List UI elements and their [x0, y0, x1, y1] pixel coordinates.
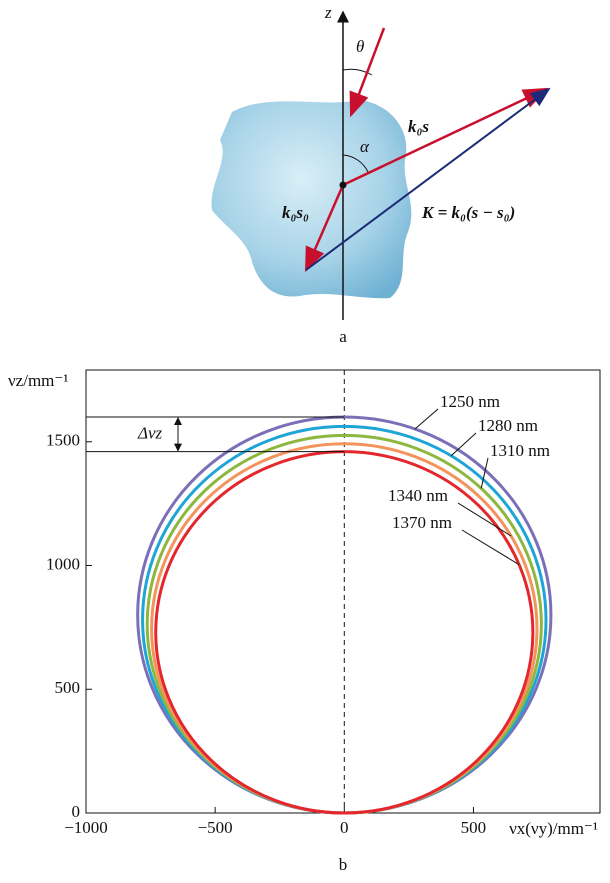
series-label: 1280 nm	[478, 416, 538, 435]
figure: z θ α k₀s k₀s₀ K = k₀(s − s₀) a νz/mm⁻¹ …	[0, 0, 610, 878]
callout-line	[415, 409, 438, 429]
origin	[340, 182, 347, 189]
callout-line	[458, 503, 511, 536]
k-label: K = k₀(s − s₀)	[421, 203, 515, 222]
y-tick-label: 1500	[46, 431, 80, 450]
alpha-label: α	[360, 137, 370, 156]
delta-label: Δνz	[137, 423, 163, 442]
k0s0-label: k₀s₀	[282, 203, 309, 222]
x-tick-label: 500	[461, 818, 487, 837]
theta-label: θ	[356, 37, 364, 56]
series-label: 1340 nm	[388, 486, 448, 505]
series-label: 1250 nm	[440, 392, 500, 411]
series-label: 1370 nm	[392, 513, 452, 532]
panel-label: a	[339, 327, 347, 346]
x-tick-label: 0	[340, 818, 349, 837]
y-tick-label: 1000	[46, 554, 80, 573]
diagram: z θ α k₀s k₀s₀ K = k₀(s − s₀) a	[212, 3, 549, 346]
chart: νz/mm⁻¹ νx(νy)/mm⁻¹ b 0 500 1000 1500 −1000 −…	[8, 370, 600, 874]
x-tick-label: −1000	[64, 818, 108, 837]
droplet-surface	[212, 100, 412, 298]
z-label: z	[324, 3, 332, 22]
x-tick-label: −500	[198, 818, 233, 837]
y-tick-label: 500	[55, 678, 81, 697]
series-label: 1310 nm	[490, 441, 550, 460]
panel-label: b	[339, 855, 348, 874]
y-axis-label: νz/mm⁻¹	[8, 371, 68, 390]
x-axis-label: νx(νy)/mm⁻¹	[509, 819, 598, 838]
k0s-label: k₀s	[408, 117, 429, 136]
